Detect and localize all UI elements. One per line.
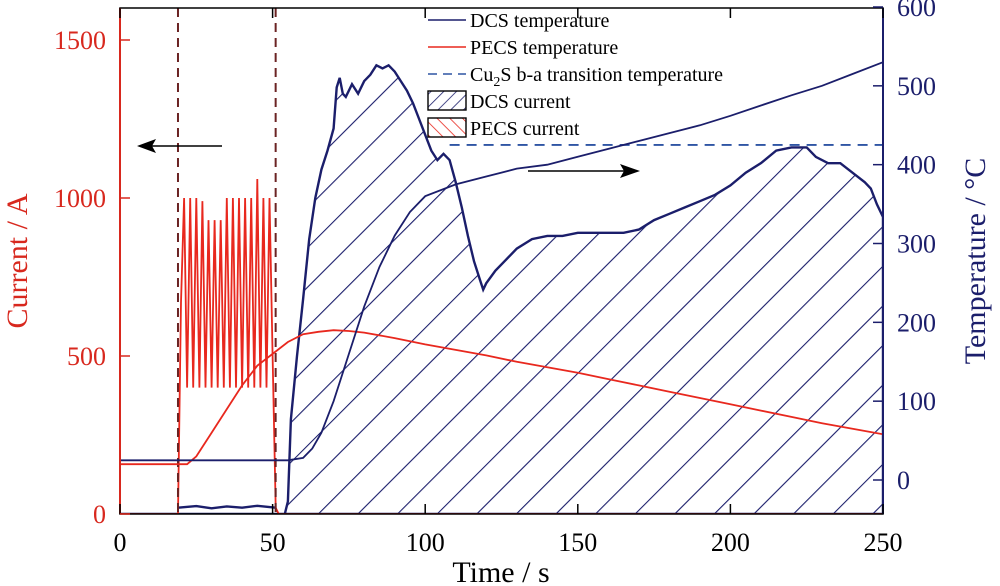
x-axis-ticks: 0 50 100 150 200 250 [114,8,903,557]
legend-item-pecs-current: PECS current [427,117,580,140]
right-tick-label: 200 [897,308,936,337]
legend: DCS temperature PECS temperature Cu2S b-… [427,10,723,140]
dcs-current-offset-line [177,504,276,510]
right-tick-label: 400 [897,151,936,180]
right-tick-label: 0 [897,466,910,495]
x-tick-label: 200 [711,528,750,557]
right-tick-label: 500 [897,72,936,101]
legend-item-dcs-current: DCS current [427,90,571,113]
right-tick-label: 100 [897,387,936,416]
direction-arrow-left [137,139,222,153]
right-tick-label: 600 [897,0,936,22]
left-axis-ticks: 0 500 1000 1500 [54,26,130,529]
legend-item-transition-temperature: Cu2S b-a transition temperature [428,64,723,90]
x-tick-label: 100 [406,528,445,557]
left-tick-label: 500 [67,342,106,371]
left-axis-title: Current / A [1,193,34,328]
left-tick-label: 0 [93,500,106,529]
x-tick-label: 50 [260,528,286,557]
x-tick-label: 150 [558,528,597,557]
right-axis-ticks: 0 100 200 300 400 500 600 [873,0,936,495]
right-tick-label: 300 [897,230,936,259]
legend-label-dcs-current: DCS current [470,91,571,113]
legend-label-dcs-temperature: DCS temperature [470,10,610,32]
dcs-current-area [120,63,883,514]
dcs-temperature-line [120,61,883,462]
left-tick-label: 1000 [54,184,106,213]
x-tick-label: 0 [114,528,127,557]
legend-item-pecs-temperature: PECS temperature [428,37,618,59]
x-tick-label: 250 [864,528,903,557]
x-axis-title: Time / s [452,556,549,586]
pecs-temperature-line [120,329,883,466]
left-tick-label: 1500 [54,26,106,55]
right-axis-title: Temperature / °C [959,158,992,364]
direction-arrow-right [528,164,640,178]
legend-item-dcs-temperature: DCS temperature [428,10,610,32]
legend-label-pecs-temperature: PECS temperature [470,37,618,59]
pecs-current-line [120,178,883,514]
legend-label-pecs-current: PECS current [470,118,580,140]
legend-label-transition-temperature: Cu2S b-a transition temperature [470,64,723,90]
plot-layer [120,8,883,514]
